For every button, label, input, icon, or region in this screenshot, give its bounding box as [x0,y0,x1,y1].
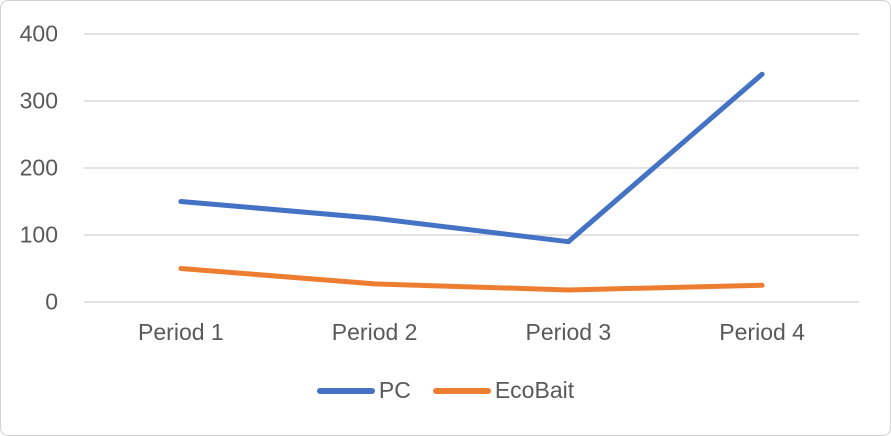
legend-item-pc: PC [316,377,411,403]
y-tick-label: 300 [19,87,58,114]
x-tick-label: Period 3 [525,319,612,345]
series-line-pc [178,71,765,245]
chart-legend: PC EcoBait [1,379,890,402]
x-tick-label: Period 1 [138,319,224,345]
x-tick-label: Period 4 [719,319,805,345]
y-tick-label: 0 [45,288,58,315]
pc-line-swatch-icon [316,387,375,394]
legend-item-ecobait: EcoBait [432,377,575,403]
x-tick-label: Period 2 [331,319,418,345]
y-tick-label: 200 [19,154,58,181]
y-tick-label: 400 [19,20,58,47]
series-line-ecobait [178,266,765,293]
legend-label-ecobait: EcoBait [494,377,575,403]
legend-label-pc: PC [378,377,411,403]
ecobait-line-swatch-icon [432,387,491,394]
y-tick-label: 100 [19,221,58,248]
